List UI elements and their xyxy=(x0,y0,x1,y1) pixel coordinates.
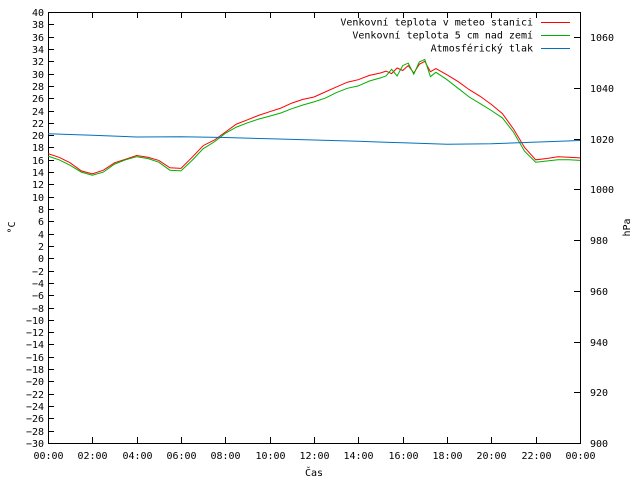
y-axis-label-right: hPa xyxy=(622,218,633,236)
x-tick-label: 02:00 xyxy=(77,451,107,462)
x-tick-label: 00:00 xyxy=(33,451,63,462)
x-tick-label: 04:00 xyxy=(122,451,152,462)
x-tick-label: 22:00 xyxy=(521,451,551,462)
y-left-tick-label: 32 xyxy=(32,57,44,68)
y-left-tick-label: 12 xyxy=(32,180,44,191)
y-left-tick-label: 16 xyxy=(32,156,44,167)
legend-label-2: Venkovní teplota 5 cm nad zemí xyxy=(352,30,533,42)
x-tick-label: 06:00 xyxy=(166,451,196,462)
y-left-tick-label: −18 xyxy=(26,365,44,376)
y-left-tick-label: 22 xyxy=(32,119,44,130)
y-left-tick-label: 30 xyxy=(32,70,44,81)
series-line-1 xyxy=(47,60,581,175)
ticks xyxy=(48,12,581,444)
y-left-tick-label: 10 xyxy=(32,193,44,204)
y-axis-label-left: °C xyxy=(7,221,18,233)
y-right-tick-label: 980 xyxy=(590,236,608,247)
y-right-tick-label: 1000 xyxy=(590,185,614,196)
x-tick-label: 18:00 xyxy=(432,451,462,462)
y-left-tick-label: 34 xyxy=(32,45,44,56)
y-left-tick-label: −8 xyxy=(32,304,44,315)
y-left-tick-label: 24 xyxy=(32,107,44,118)
y-left-tick-label: 28 xyxy=(32,82,44,93)
y-right-tick-label: 1040 xyxy=(590,84,614,95)
series-lines xyxy=(47,58,581,176)
y-left-tick-label: −24 xyxy=(26,402,44,413)
x-tick-label: 16:00 xyxy=(388,451,418,462)
y-left-tick-label: 20 xyxy=(32,131,44,142)
tick-labels: 4038363432302826242220181614121086420−2−… xyxy=(26,8,614,462)
legend-label-1: Venkovní teplota v meteo stanici xyxy=(340,17,533,29)
y-left-tick-label: −6 xyxy=(32,291,44,302)
y-left-tick-label: −30 xyxy=(26,439,44,450)
y-left-tick-label: −14 xyxy=(26,340,44,351)
series-line-3 xyxy=(47,133,581,145)
y-left-tick-label: −16 xyxy=(26,353,44,364)
y-right-tick-label: 1060 xyxy=(590,33,614,44)
y-left-tick-label: 36 xyxy=(32,33,44,44)
x-tick-label: 20:00 xyxy=(476,451,506,462)
y-left-tick-label: 6 xyxy=(38,217,44,228)
x-tick-label: 00:00 xyxy=(565,451,595,462)
y-left-tick-label: −2 xyxy=(32,267,44,278)
y-left-tick-label: 18 xyxy=(32,143,44,154)
y-left-tick-label: −26 xyxy=(26,414,44,425)
y-left-tick-label: 2 xyxy=(38,242,44,253)
y-left-tick-label: −20 xyxy=(26,377,44,388)
y-left-tick-label: 40 xyxy=(32,8,44,19)
legend-label-3: Atmosférický tlak xyxy=(431,43,533,55)
y-right-tick-label: 1020 xyxy=(590,135,614,146)
y-left-tick-label: 0 xyxy=(38,254,44,265)
x-tick-label: 14:00 xyxy=(343,451,373,462)
y-left-tick-label: −10 xyxy=(26,316,44,327)
y-left-tick-label: 38 xyxy=(32,20,44,31)
series-line-2 xyxy=(47,58,581,176)
y-left-tick-label: 26 xyxy=(32,94,44,105)
x-tick-label: 08:00 xyxy=(210,451,240,462)
y-left-tick-label: 4 xyxy=(38,230,44,241)
x-axis-label: Čas xyxy=(305,466,323,479)
x-tick-label: 12:00 xyxy=(299,451,329,462)
y-right-tick-label: 940 xyxy=(590,338,608,349)
y-left-tick-label: 14 xyxy=(32,168,44,179)
y-left-tick-label: 8 xyxy=(38,205,44,216)
y-left-tick-label: −4 xyxy=(32,279,44,290)
x-tick-label: 10:00 xyxy=(255,451,285,462)
y-right-tick-label: 900 xyxy=(590,439,608,450)
legend: Venkovní teplota v meteo staniciVenkovní… xyxy=(340,17,570,55)
y-right-tick-label: 960 xyxy=(590,287,608,298)
y-left-tick-label: −12 xyxy=(26,328,44,339)
y-left-tick-label: −28 xyxy=(26,427,44,438)
y-left-tick-label: −22 xyxy=(26,390,44,401)
y-right-tick-label: 920 xyxy=(590,388,608,399)
